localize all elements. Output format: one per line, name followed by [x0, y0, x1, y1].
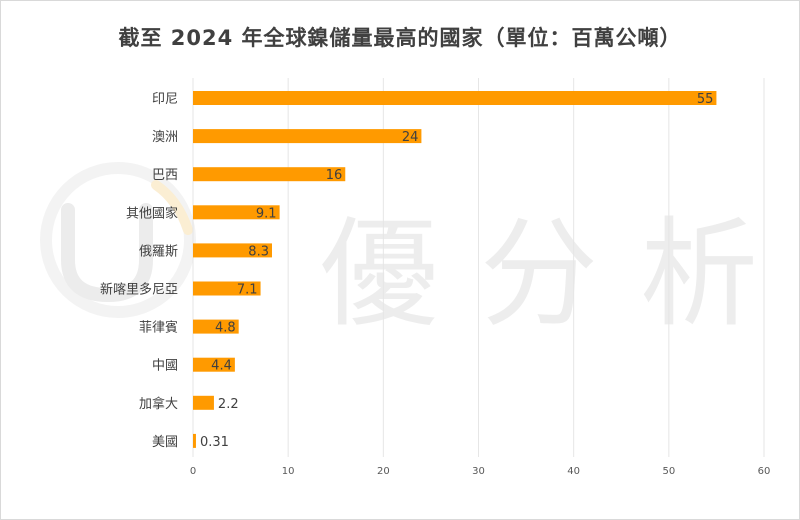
x-tick-label: 30: [472, 466, 485, 477]
bar: [193, 167, 346, 182]
value-label: 7.1: [237, 283, 258, 298]
value-label: 9.1: [256, 206, 277, 221]
bar: [193, 357, 235, 372]
x-tick-label: 50: [662, 466, 675, 477]
category-label: 其他國家: [126, 205, 178, 221]
category-label: 俄羅斯: [139, 244, 178, 259]
watermark-logo-icon: [40, 162, 196, 318]
x-tick-label: 0: [190, 466, 196, 477]
bar: [193, 205, 280, 220]
category-label: 菲律賓: [139, 320, 178, 336]
watermark-text: 優分析: [320, 205, 800, 343]
bar: [193, 433, 196, 448]
watermark: 優分析: [20, 150, 800, 350]
bar: [193, 129, 422, 144]
chart-title: 截至 2024 年全球鎳儲量最高的國家（單位：百萬公噸）: [118, 26, 682, 50]
x-tick-label: 40: [567, 466, 580, 477]
value-label: 24: [402, 130, 419, 145]
value-label: 8.3: [248, 244, 269, 259]
value-labels: 55 24 16 9.1 8.3 7.1 4.8 4.4 2.2 0.31: [200, 92, 713, 450]
category-label: 巴西: [152, 168, 178, 183]
value-label: 4.4: [211, 359, 232, 374]
x-axis-ticks: 0 10 20 30 40 50 60: [190, 466, 771, 477]
x-tick-label: 10: [282, 466, 295, 477]
bar: [193, 243, 272, 258]
bar: [193, 281, 261, 296]
x-tick-label: 60: [758, 466, 771, 477]
value-label: 4.8: [215, 321, 236, 336]
bar: [193, 319, 239, 334]
category-label: 中國: [152, 359, 178, 374]
category-label: 新喀里多尼亞: [100, 282, 178, 298]
category-label: 加拿大: [139, 396, 178, 412]
x-tick-label: 20: [377, 466, 390, 477]
category-label: 美國: [152, 435, 178, 450]
bar: [193, 395, 214, 410]
value-label: 55: [697, 92, 714, 107]
bar: [193, 91, 717, 105]
value-label: 0.31: [200, 435, 229, 450]
category-label: 澳洲: [152, 129, 178, 145]
bars: [193, 91, 717, 448]
category-label: 印尼: [152, 92, 178, 107]
value-label: 16: [326, 168, 343, 183]
value-label: 2.2: [218, 397, 239, 412]
